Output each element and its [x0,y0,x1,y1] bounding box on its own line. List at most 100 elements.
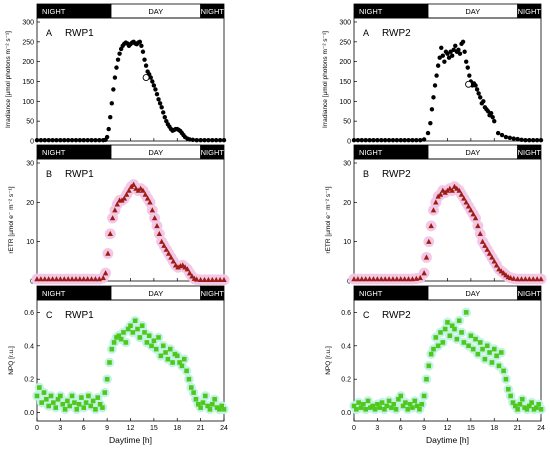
data-point-42 [140,49,146,54]
data-point-12 [398,138,403,143]
band-label-0: NIGHT [359,148,383,157]
data-point-61 [530,276,536,282]
band-label-1: DAY [465,289,480,298]
data-point-59 [489,360,495,365]
data-point-73 [522,405,527,410]
data-point-57 [194,276,200,282]
data-point-37 [147,199,153,205]
data-point-35 [116,333,122,339]
data-point-22 [431,95,436,100]
data-point-4 [361,401,366,407]
data-point-48 [491,258,497,264]
y-tick-label-2: 100 [22,99,34,106]
data-point-11 [77,276,83,282]
y-tick-label-0: 0 [30,139,34,146]
data-point-33 [111,340,117,345]
data-point-51 [470,346,476,352]
data-point-2 [42,276,48,282]
data-point-63 [217,276,223,283]
y-tick-label-5: 250 [22,39,34,46]
band-label-1: DAY [465,148,480,157]
data-point-23 [405,407,411,412]
panel-title: RWP2 [382,310,411,321]
data-point-36 [453,43,458,48]
data-point-39 [442,326,448,332]
data-point-34 [458,191,465,197]
data-point-35 [142,191,149,197]
data-point-7 [378,276,384,282]
data-point-8 [53,405,58,410]
data-point-23 [88,403,94,409]
data-point-52 [478,95,483,100]
data-point-72 [203,393,208,399]
data-point-13 [401,276,408,282]
y-tick-label-3: 150 [22,79,34,86]
data-point-34 [449,53,455,58]
data-point-1 [355,276,361,282]
data-point-14 [384,403,390,409]
data-point-0 [351,403,357,409]
data-point-26 [121,195,127,201]
data-point-42 [132,318,138,324]
y-axis-label: Irradiance [µmol photons m⁻² s⁻¹] [5,31,12,128]
data-point-3 [46,138,51,143]
y-tick-label-3: 0.6 [341,310,351,317]
data-point-59 [522,276,529,282]
data-point-18 [421,270,427,276]
data-point-8 [382,276,388,282]
y-tick-label-4: 200 [22,59,34,66]
data-point-40 [154,222,160,229]
data-point-72 [190,137,196,143]
data-point-15 [92,276,99,282]
data-point-70 [198,405,203,410]
data-point-12 [62,407,68,412]
data-point-14 [405,276,412,282]
data-point-19 [79,395,84,400]
data-point-14 [67,403,73,409]
data-point-65 [186,376,192,382]
data-point-54 [160,343,166,349]
data-point-68 [510,400,516,405]
data-point-22 [403,400,408,405]
data-point-13 [85,138,90,143]
x-tick-label-6: 18 [173,425,181,432]
data-point-8 [382,138,388,143]
data-point-16 [72,400,77,405]
band-label-0: NIGHT [359,7,383,16]
data-point-19 [425,130,431,136]
data-point-21 [109,215,116,221]
data-point-19 [423,254,430,260]
data-point-26 [115,57,121,62]
x-tick-label-3: 9 [422,425,426,432]
y-tick-label-3: 30 [26,161,34,168]
data-point-16 [413,275,420,281]
data-point-50 [151,338,157,344]
data-point-25 [437,191,444,197]
data-point-36 [144,195,151,201]
panel-letter: A [46,28,52,38]
data-point-69 [523,138,528,143]
data-point-26 [95,395,101,400]
data-point-58 [487,350,492,355]
data-point-56 [165,356,171,362]
data-point-4 [44,396,49,402]
data-point-16 [97,138,102,143]
y-axis-label: Irradiance [µmol photons m⁻² s⁻¹] [322,31,329,128]
band-label-0: NIGHT [359,289,383,298]
data-point-54 [481,99,486,104]
data-point-67 [508,393,513,399]
data-point-42 [158,238,165,244]
panel-title: RWP1 [65,169,94,180]
x-tick-label-1: 3 [375,425,379,432]
data-point-55 [480,346,485,352]
data-point-39 [470,211,476,217]
x-tick-label-4: 12 [127,425,135,432]
data-point-19 [396,396,401,402]
data-point-58 [170,360,175,365]
data-point-75 [210,401,215,407]
data-point-33 [448,49,453,54]
data-point-1 [37,385,42,390]
data-point-38 [440,340,446,345]
data-point-33 [456,187,462,193]
data-point-30 [104,376,110,382]
